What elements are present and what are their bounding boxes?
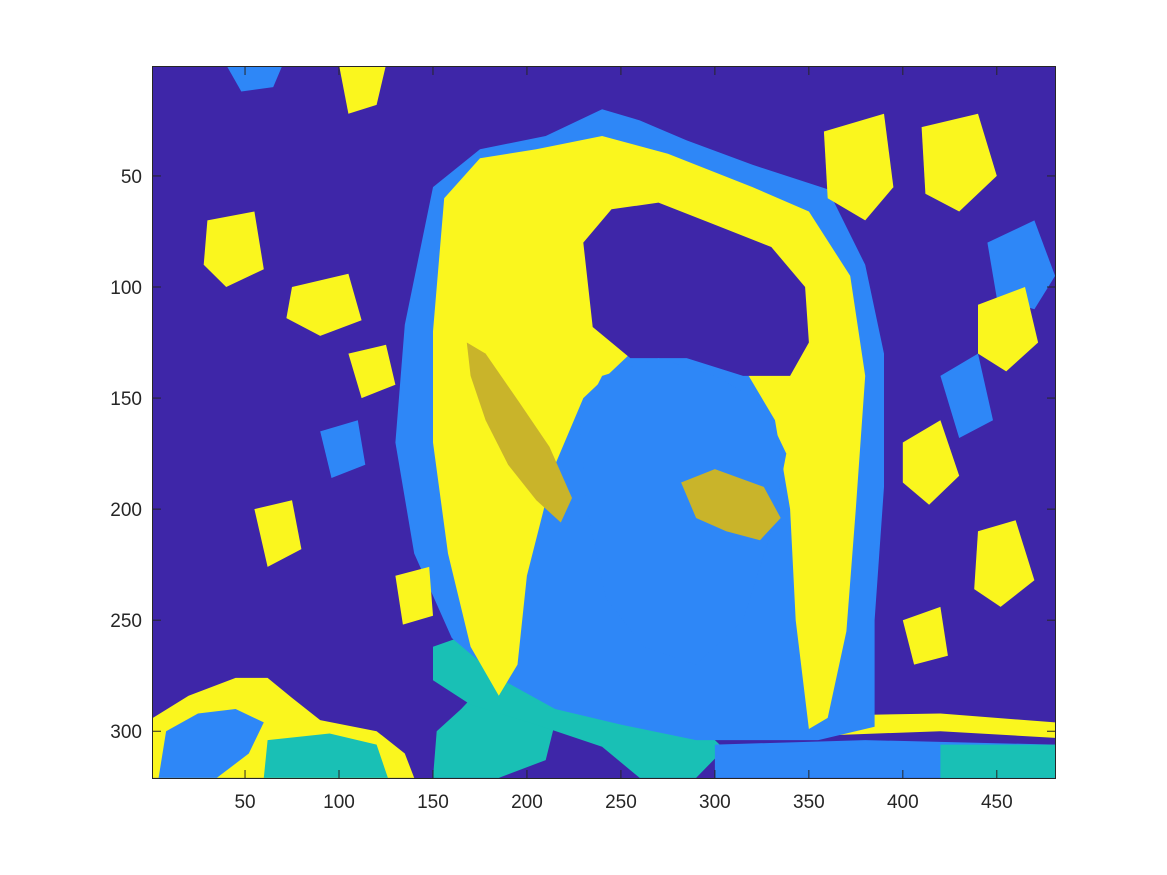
x-tick-label: 200 [511,792,543,813]
heatmap-region-13 [681,469,781,541]
heatmap-region-22 [348,344,396,399]
heatmap-region-14 [339,66,386,114]
heatmap-region-24 [974,520,1035,607]
y-tick-label: 150 [110,389,142,410]
x-tick-label: 350 [793,792,825,813]
x-axis: 50 100 150 200 250 300 350 400 450 [234,66,1013,813]
y-tick-label: 200 [110,500,142,521]
x-tick-label: 250 [605,792,637,813]
heatmap-region-19 [978,287,1039,372]
heatmap-regions [152,66,1056,778]
x-tick-label: 400 [887,792,919,813]
heatmap-region-5 [818,713,1056,738]
heatmap-region-16 [823,113,894,221]
y-axis: 50 100 150 200 250 300 [110,167,1056,743]
heatmap-region-20 [203,211,264,287]
heatmap-region-7 [940,744,1056,778]
x-tick-label: 450 [981,792,1013,813]
heatmap-region-17 [921,113,997,212]
x-tick-label: 50 [234,792,255,813]
heatmap-region-2 [158,709,264,778]
heatmap-region-26 [395,566,433,625]
x-tick-label: 150 [417,792,449,813]
y-tick-label: 250 [110,611,142,632]
y-tick-label: 50 [121,167,142,188]
axes-frame [152,66,1056,779]
heatmap-region-27 [902,606,948,665]
heatmap-region-11 [579,358,787,665]
heatmap-region-28 [940,353,993,438]
heatmap-region-29 [320,420,366,478]
heatmap-region-10 [583,202,809,376]
y-tick-label: 100 [110,278,142,299]
heatmap-region-12 [466,342,572,523]
y-tick-label: 300 [110,722,142,743]
heatmap-region-18 [987,220,1056,310]
heatmap-region-25 [254,500,302,567]
heatmap-region-23 [902,420,960,505]
heatmap-region-21 [286,273,362,336]
x-tick-label: 300 [699,792,731,813]
x-tick-label: 100 [323,792,355,813]
plot-area [152,66,1056,779]
heatmap-region-3 [263,733,388,778]
heatmap-region-15 [226,66,283,92]
